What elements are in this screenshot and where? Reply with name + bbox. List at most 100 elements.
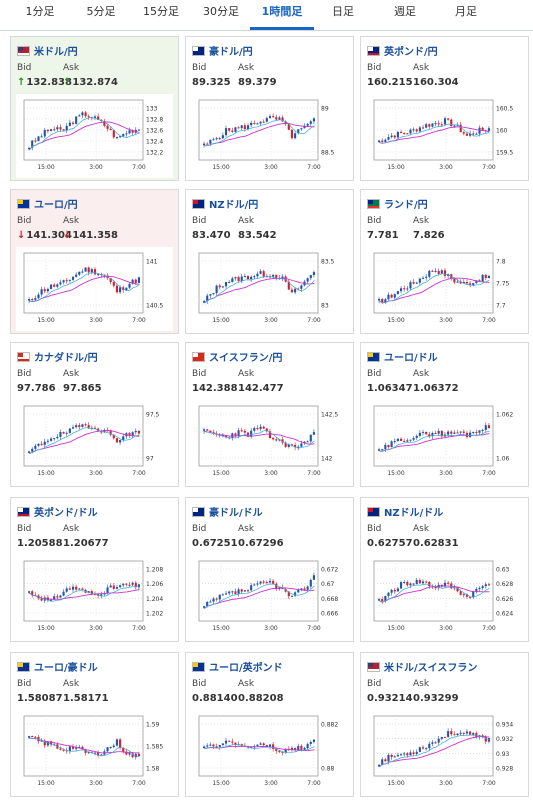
price-chart[interactable]: 1.062 1.06 15:00 3:00 7:00 xyxy=(366,400,523,484)
pair-name-text[interactable]: 豪ドル/ドル xyxy=(209,508,263,519)
pair-name-text[interactable]: スイスフラン/円 xyxy=(209,353,283,364)
pair-name[interactable]: NZドル/円 xyxy=(192,196,258,211)
candle-body xyxy=(75,586,78,590)
rate-card[interactable]: スイスフラン/円 Bid Ask 142.388 142.477 142.5 142 15:0… xyxy=(185,342,354,487)
candle-body xyxy=(228,740,231,742)
moving-average-line xyxy=(379,583,490,603)
rate-card[interactable]: 英ポンド/円 Bid Ask 160.215 160.304 160.5 160 159.5 1… xyxy=(360,36,529,181)
candle-body xyxy=(119,585,122,588)
tab-1[interactable]: 5分足 xyxy=(86,5,116,18)
tab-3[interactable]: 30分足 xyxy=(203,5,239,18)
candle-body xyxy=(81,112,84,116)
candle-body xyxy=(312,739,315,742)
pair-name[interactable]: 英ポンド/ドル xyxy=(17,504,98,519)
rate-card[interactable]: NZドル/ドル Bid Ask 0.62757 0.62831 0.63 0.628 0.62… xyxy=(360,497,529,642)
candle-body xyxy=(387,592,390,596)
pair-name-text[interactable]: 豪ドル/円 xyxy=(209,47,253,58)
pair-name-text[interactable]: NZドル/ドル xyxy=(384,508,444,519)
price-chart[interactable]: 0.672 0.67 0.668 0.666 15:00 3:00 7:00 xyxy=(191,555,348,639)
rate-card[interactable]: ユーロ/ドル Bid Ask 1.06347 1.06372 1.062 1.06 15:00… xyxy=(360,342,529,487)
ask-label: Ask xyxy=(63,524,80,534)
pair-name[interactable]: NZドル/ドル xyxy=(367,504,443,519)
candle-body xyxy=(434,742,437,744)
candle-body xyxy=(131,432,134,436)
tab-0[interactable]: 1分足 xyxy=(25,5,55,18)
candle-body xyxy=(378,764,381,767)
pair-name-text[interactable]: 英ポンド/ドル xyxy=(34,508,98,519)
x-tick-label: 7:00 xyxy=(132,317,146,324)
candle-body xyxy=(387,294,390,300)
currency-flag-icon xyxy=(192,199,205,209)
pair-name[interactable]: カナダドル/円 xyxy=(17,349,98,364)
price-chart[interactable]: 83.5 83 15:00 3:00 7:00 xyxy=(191,247,348,331)
chart-frame xyxy=(23,99,144,161)
moving-average-line xyxy=(204,583,315,609)
rate-card[interactable]: 豪ドル/ドル Bid Ask 0.67251 0.67296 0.672 0.67 0.668… xyxy=(185,497,354,642)
rate-card[interactable]: ユーロ/豪ドル Bid Ask 1.58087 1.58171 1.59 1.585 1.58… xyxy=(10,652,179,797)
candle-body xyxy=(112,434,115,439)
price-chart[interactable]: 89 88.5 15:00 3:00 7:00 xyxy=(191,94,348,178)
rate-card[interactable]: 米ドル/スイスフラン Bid Ask 0.93214 0.93299 0.934 0.932… xyxy=(360,652,529,797)
price-chart[interactable]: 97.5 97 15:00 3:00 7:00 xyxy=(16,400,173,484)
rate-card[interactable]: ユーロ/円 Bid Ask ↓141.304 ↓141.358 141 140.5 15:00… xyxy=(10,189,179,334)
candle-body xyxy=(122,436,125,441)
pair-name-text[interactable]: NZドル/円 xyxy=(209,200,259,211)
pair-name-text[interactable]: ユーロ/ドル xyxy=(384,353,438,364)
candle-body xyxy=(250,746,253,748)
tab-6[interactable]: 週足 xyxy=(394,5,416,18)
candle-body xyxy=(49,284,53,289)
rate-card[interactable]: 豪ドル/円 Bid Ask 89.325 89.379 89 88.5 15:00 3:00 7:… xyxy=(185,36,354,181)
candle-body xyxy=(447,118,450,120)
price-chart[interactable]: 141 140.5 15:00 3:00 7:00 xyxy=(16,247,173,331)
pair-name[interactable]: ランド/円 xyxy=(367,196,428,211)
price-chart[interactable]: 160.5 160 159.5 15:00 3:00 7:00 xyxy=(366,94,523,178)
pair-name-text[interactable]: ランド/円 xyxy=(384,200,428,211)
pair-name[interactable]: 豪ドル/ドル xyxy=(192,504,263,519)
moving-average-line xyxy=(29,589,140,600)
pair-name[interactable]: 豪ドル/円 xyxy=(192,43,253,58)
price-chart[interactable]: 0.63 0.628 0.626 0.624 15:00 3:00 7:00 xyxy=(366,555,523,639)
price-chart[interactable]: 0.882 0.88 15:00 3:00 7:00 xyxy=(191,710,348,794)
pair-name-text[interactable]: 英ポンド/円 xyxy=(384,47,438,58)
rate-card[interactable]: カナダドル/円 Bid Ask 97.786 97.865 97.5 97 15:00 3:00… xyxy=(10,342,179,487)
candle-body xyxy=(437,430,440,434)
rate-card[interactable]: 英ポンド/ドル Bid Ask 1.20588 1.20677 1.208 1.206 1.2… xyxy=(10,497,179,642)
rate-card[interactable]: ユーロ/英ポンド Bid Ask 0.88140 0.88208 0.882 0.88 15:… xyxy=(185,652,354,797)
tab-4[interactable]: 1時間足 xyxy=(250,0,314,30)
pair-name[interactable]: スイスフラン/円 xyxy=(192,349,282,364)
price-chart[interactable]: 1.59 1.585 1.58 15:00 3:00 7:00 xyxy=(16,710,173,794)
rate-card[interactable]: 米ドル/円 Bid Ask ↑132.838 ↑132.874 133 132.8 132.6… xyxy=(10,36,179,181)
pair-name[interactable]: ユーロ/豪ドル xyxy=(17,659,98,674)
candle-body xyxy=(31,736,34,738)
bid-label: Bid xyxy=(192,216,207,226)
tab-2[interactable]: 15分足 xyxy=(143,5,179,18)
candle-body xyxy=(28,736,31,738)
candle-body xyxy=(381,449,384,451)
pair-name[interactable]: ユーロ/ドル xyxy=(367,349,438,364)
price-chart[interactable]: 1.208 1.206 1.204 1.202 15:00 3:00 7:00 xyxy=(16,555,173,639)
moving-average-line xyxy=(379,277,490,304)
pair-name[interactable]: 米ドル/スイスフラン xyxy=(367,659,477,674)
pair-name-text[interactable]: ユーロ/豪ドル xyxy=(34,663,98,674)
pair-name[interactable]: ユーロ/英ポンド xyxy=(192,659,283,674)
pair-name-text[interactable]: カナダドル/円 xyxy=(34,353,98,364)
price-chart[interactable]: 0.934 0.932 0.93 0.928 15:00 3:00 7:00 xyxy=(366,710,523,794)
bid-value: 0.88140 xyxy=(192,693,238,704)
pair-name-text[interactable]: ユーロ/円 xyxy=(34,200,78,211)
tab-7[interactable]: 月足 xyxy=(455,5,477,18)
pair-name[interactable]: 米ドル/円 xyxy=(17,43,78,58)
pair-name[interactable]: ユーロ/円 xyxy=(17,196,78,211)
pair-name-text[interactable]: 米ドル/円 xyxy=(34,47,78,58)
pair-name-text[interactable]: ユーロ/英ポンド xyxy=(209,663,283,674)
bid-label: Bid xyxy=(17,524,32,534)
tab-5[interactable]: 日足 xyxy=(332,5,354,18)
currency-flag-icon xyxy=(367,662,380,672)
pair-name-text[interactable]: 米ドル/スイスフラン xyxy=(384,663,478,674)
y-tick-label: 97 xyxy=(146,456,154,463)
price-chart[interactable]: 133 132.8 132.6 132.4 132.2 15:00 3:00 7:00 xyxy=(16,94,173,178)
price-chart[interactable]: 7.8 7.75 7.7 15:00 3:00 7:00 xyxy=(366,247,523,331)
rate-card[interactable]: ランド/円 Bid Ask 7.781 7.826 7.8 7.75 7.7 15:00 3:00… xyxy=(360,189,529,334)
rate-card[interactable]: NZドル/円 Bid Ask 83.470 83.542 83.5 83 15:00 3:00 7… xyxy=(185,189,354,334)
price-chart[interactable]: 142.5 142 15:00 3:00 7:00 xyxy=(191,400,348,484)
pair-name[interactable]: 英ポンド/円 xyxy=(367,43,438,58)
